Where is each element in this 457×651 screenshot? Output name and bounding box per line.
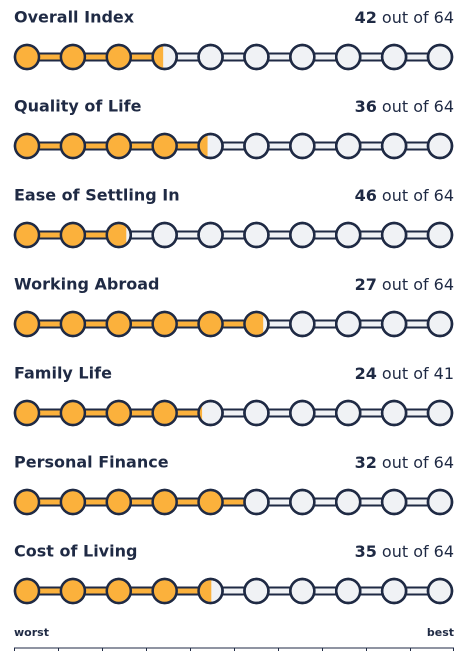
out-of: out of [382, 8, 429, 27]
row-rank: 36 out of 64 [355, 97, 454, 116]
scale-axis [14, 647, 454, 651]
meter-fill [15, 579, 212, 603]
scale-worst: worst [14, 626, 49, 639]
row-rank: 35 out of 64 [355, 542, 454, 561]
row-rank: 32 out of 64 [355, 453, 454, 472]
row-title: Cost of Living [14, 542, 137, 561]
rank-value: 32 [355, 453, 377, 472]
row-title: Family Life [14, 364, 112, 383]
total: 64 [434, 8, 454, 27]
rank-meter [13, 488, 454, 516]
out-of: out of [382, 542, 429, 561]
rank-meter [13, 399, 454, 427]
rank-meter [13, 310, 454, 338]
row-title: Ease of Settling In [14, 186, 180, 205]
out-of: out of [382, 453, 429, 472]
total: 64 [434, 275, 454, 294]
rank-meter [13, 132, 454, 160]
rank-value: 42 [355, 8, 377, 27]
rank-meter [13, 221, 454, 249]
meter-fill [15, 312, 264, 336]
row-rank: 46 out of 64 [355, 186, 454, 205]
row-title: Working Abroad [14, 275, 159, 294]
total: 64 [434, 186, 454, 205]
scale-best: best [427, 626, 454, 639]
rank-value: 35 [355, 542, 377, 561]
rank-value: 24 [355, 364, 377, 383]
row-title: Personal Finance [14, 453, 169, 472]
out-of: out of [382, 97, 429, 116]
rank-meter [13, 43, 454, 71]
rank-value: 36 [355, 97, 377, 116]
row-rank: 42 out of 64 [355, 8, 454, 27]
rank-value: 46 [355, 186, 377, 205]
row-title: Overall Index [14, 8, 135, 27]
total: 41 [434, 364, 454, 383]
total: 64 [434, 542, 454, 561]
row-rank: 27 out of 64 [355, 275, 454, 294]
out-of: out of [382, 364, 429, 383]
out-of: out of [382, 275, 429, 294]
rank-value: 27 [355, 275, 377, 294]
row-title: Quality of Life [14, 97, 142, 116]
rank-meter [13, 577, 454, 605]
out-of: out of [382, 186, 429, 205]
total: 64 [434, 453, 454, 472]
total: 64 [434, 97, 454, 116]
row-rank: 24 out of 41 [355, 364, 454, 383]
